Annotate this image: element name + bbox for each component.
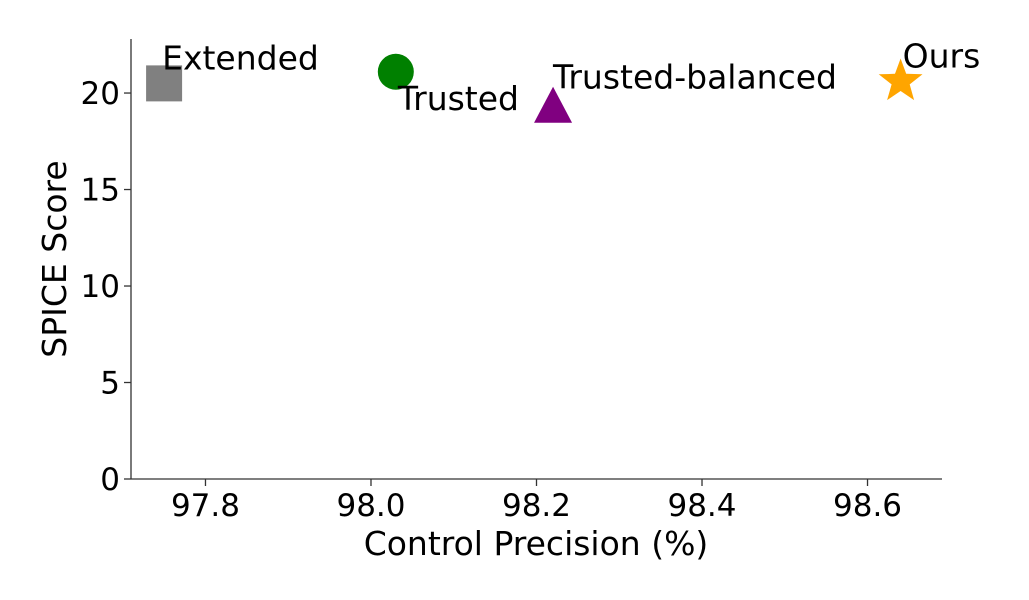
point-trusted-balanced-label: Trusted-balanced xyxy=(552,58,837,97)
point-extended-marker xyxy=(146,65,183,102)
y-tick-label: 10 xyxy=(81,269,120,305)
y-tick-label: 20 xyxy=(81,76,120,112)
point-trusted-label: Trusted xyxy=(397,79,519,118)
x-tick-label: 98.4 xyxy=(667,488,736,524)
point-labels: Extended Trusted Trusted-balanced Ours xyxy=(162,36,980,117)
y-tick-label: 5 xyxy=(100,366,120,402)
x-axis-title: Control Precision (%) xyxy=(364,524,709,563)
x-tick-label: 98.0 xyxy=(336,488,405,524)
marks-layer xyxy=(146,53,923,123)
y-axis-title: SPICE Score xyxy=(35,160,74,357)
x-tick-label: 98.6 xyxy=(833,488,902,524)
x-tick-label: 98.2 xyxy=(502,488,571,524)
point-trusted-balanced-marker xyxy=(534,86,573,123)
point-trusted-marker xyxy=(377,53,414,90)
x-tick-label: 97.8 xyxy=(171,488,240,524)
y-ticks: 0 5 10 15 20 xyxy=(81,76,131,498)
point-ours-label: Ours xyxy=(903,36,981,75)
y-tick-label: 0 xyxy=(100,462,120,498)
y-tick-label: 15 xyxy=(81,173,120,209)
x-ticks: 97.8 98.0 98.2 98.4 98.6 xyxy=(171,479,902,524)
point-extended-label: Extended xyxy=(162,38,319,77)
point-ours-marker xyxy=(878,58,923,101)
